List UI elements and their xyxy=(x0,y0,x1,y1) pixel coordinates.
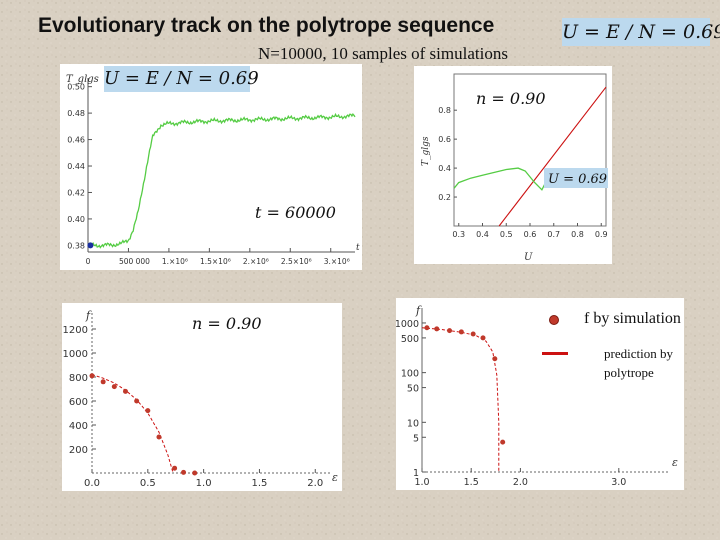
prediction-line xyxy=(498,86,607,227)
x-tick-label: 0.4 xyxy=(476,230,489,239)
chart-temperature-vs-energy: 0.2 0.4 0.6 0.8 0.3 0.4 0.5 0.6 0.7 0.8 0.9 T_glgs U… xyxy=(414,66,612,264)
x-axis-label: U xyxy=(524,252,533,263)
x-tick-label: 2.5×10⁶ xyxy=(281,257,312,266)
x-tick-label: 2.×10⁶ xyxy=(243,257,269,266)
simulation-point xyxy=(192,470,198,476)
simulation-point xyxy=(447,328,453,334)
legend-symbols xyxy=(542,315,568,355)
y-axis-label: f xyxy=(85,309,92,322)
y-tick-label: 0.2 xyxy=(438,193,451,202)
y-tick-label: 0.38 xyxy=(67,241,85,250)
y-tick-label: 0.8 xyxy=(438,106,451,115)
x-tick-label: 3.0 xyxy=(611,477,626,488)
x-tick-label: 2.0 xyxy=(513,477,528,488)
x-tick-label: 0.8 xyxy=(571,230,584,239)
y-tick-label: 200 xyxy=(69,445,88,456)
x-tick-label: 0.5 xyxy=(140,478,156,489)
simulation-point xyxy=(458,329,464,335)
y-tick-label: 0.6 xyxy=(438,135,451,144)
y-tick-label: 0.48 xyxy=(67,109,85,118)
simulation-point xyxy=(156,434,162,440)
simulation-point xyxy=(434,326,440,332)
chart-f-vs-epsilon-log: 1 5 10 50 100 500 1000 1.0 1.5 2.0 3.0 f ε xyxy=(396,298,684,490)
legend-simulation-marker xyxy=(549,315,559,325)
simulation-point xyxy=(480,335,486,341)
simulation-point xyxy=(500,439,506,445)
y-tick-label: 50 xyxy=(407,384,419,395)
x-tick-label: 0.6 xyxy=(524,230,537,239)
y-tick-label: 1200 xyxy=(63,325,88,336)
x-tick-label: 0.9 xyxy=(595,230,608,239)
slide-subtitle: N=10000, 10 samples of simulations xyxy=(258,44,508,63)
y-tick-label: 0.44 xyxy=(67,162,85,171)
simulation-point xyxy=(122,388,128,394)
x-tick-label: 0.3 xyxy=(452,230,465,239)
y-tick-label: 1 xyxy=(413,468,419,479)
y-tick-label: 5 xyxy=(413,433,419,444)
chart-temperature-vs-time: 0.38 0.40 0.42 0.44 0.46 0.48 0.50 0 500 000 1.×1… xyxy=(60,64,362,270)
simulation-point xyxy=(145,408,151,414)
simulation-point xyxy=(181,469,187,475)
x-tick-label: 1.5 xyxy=(251,478,267,489)
x-tick-label: 0.5 xyxy=(500,230,513,239)
y-axis-label: T_glgs xyxy=(421,136,431,166)
y-tick-label: 800 xyxy=(69,373,88,384)
y-tick-label: 0.40 xyxy=(67,215,85,224)
y-tick-label: 0.4 xyxy=(438,164,451,173)
y-tick-label: 0.42 xyxy=(67,188,85,197)
polytrope-index-annotation: n = 0.90 xyxy=(476,89,546,108)
y-tick-label: 100 xyxy=(401,369,419,380)
time-annotation: t = 60000 xyxy=(255,203,336,222)
x-tick-label: 1.0 xyxy=(196,478,212,489)
chart-f-vs-epsilon-linear: 200 400 600 800 1000 1200 0.0 0.5 1.0 1.5 2.0 f ε n =… xyxy=(62,303,342,491)
y-tick-label: 600 xyxy=(69,397,88,408)
title-equation-box: U = E / N = 0.69 xyxy=(562,18,720,46)
temperature-series-line xyxy=(87,112,356,249)
prediction-curve xyxy=(421,327,500,472)
start-point-marker xyxy=(87,242,94,249)
y-tick-label: 0.46 xyxy=(67,136,85,145)
x-axis-label: t xyxy=(356,243,360,253)
x-axis-label: ε xyxy=(332,471,338,484)
energy-annotation: U = 0.69 xyxy=(548,172,607,187)
simulation-point xyxy=(470,331,476,337)
y-tick-label: 400 xyxy=(69,421,88,432)
simulation-point xyxy=(492,356,498,362)
simulation-point xyxy=(134,398,140,404)
x-tick-label: 500 000 xyxy=(119,257,150,266)
polytrope-index-annotation: n = 0.90 xyxy=(192,314,262,333)
y-tick-label: 500 xyxy=(401,334,419,345)
x-tick-label: 1.5 xyxy=(464,477,479,488)
prediction-curve xyxy=(91,374,174,474)
x-tick-label: 1.×10⁶ xyxy=(162,257,188,266)
legend-simulation-label: f by simulation xyxy=(584,310,681,327)
simulation-track-line xyxy=(453,167,552,191)
simulation-point xyxy=(172,465,178,471)
x-tick-label: 0.0 xyxy=(84,478,100,489)
y-axis-label: f xyxy=(415,304,422,317)
simulation-point xyxy=(100,379,106,385)
y-tick-label: 0.50 xyxy=(67,83,85,92)
y-tick-label: 1000 xyxy=(396,319,419,330)
legend-prediction-line xyxy=(542,352,568,355)
simulation-point xyxy=(89,373,95,379)
x-tick-label: 0 xyxy=(86,257,91,266)
x-tick-label: 0.7 xyxy=(547,230,560,239)
simulation-point xyxy=(424,325,430,331)
y-tick-label: 1000 xyxy=(63,349,88,360)
x-tick-label: 1.5×10⁶ xyxy=(200,257,231,266)
chart1-equation-box: U = E / N = 0.69 xyxy=(104,66,259,92)
y-tick-label: 10 xyxy=(407,418,419,429)
x-tick-label: 1.0 xyxy=(414,477,429,488)
energy-annotation-box xyxy=(544,168,608,188)
slide-title: Evolutionary track on the polytrope sequ… xyxy=(38,14,495,37)
x-tick-label: 2.0 xyxy=(307,478,323,489)
x-tick-label: 3.×10⁶ xyxy=(324,257,350,266)
x-axis-label: ε xyxy=(672,456,678,469)
simulation-point xyxy=(111,384,117,390)
y-axis-label: T_glgs xyxy=(66,74,99,85)
legend-prediction-label: prediction by polytrope xyxy=(604,346,673,380)
